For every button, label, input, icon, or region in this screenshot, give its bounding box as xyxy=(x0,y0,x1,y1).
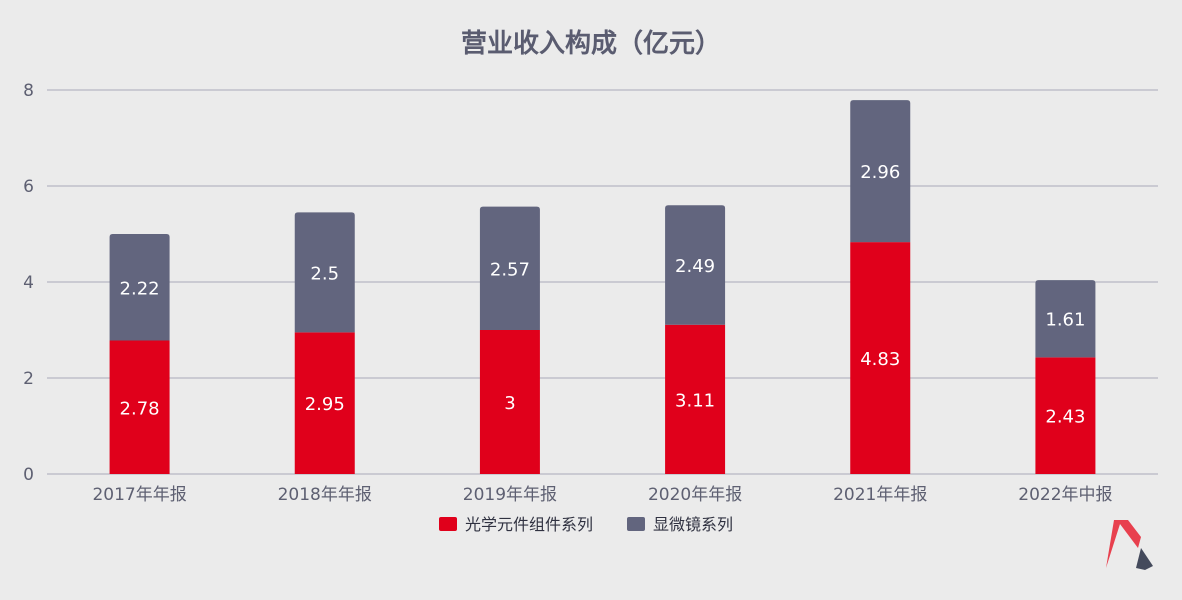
x-axis-ticks: 2017年年报 2018年年报 2019年年报 2020年年报 2021年年报 2022年… xyxy=(92,485,1112,505)
x-tick-label: 2019年年报 xyxy=(463,485,557,505)
data-label: 3 xyxy=(504,393,515,414)
y-tick-label: 4 xyxy=(23,273,34,293)
x-tick-label: 2017年年报 xyxy=(92,485,186,505)
data-label: 2.49 xyxy=(675,256,715,277)
data-label: 2.57 xyxy=(490,259,530,280)
legend-swatch xyxy=(627,517,645,531)
bar-segment xyxy=(665,205,726,325)
bar-segment xyxy=(479,206,540,330)
bar-segment xyxy=(1035,280,1096,358)
legend: 光学元件组件系列 显微镜系列 xyxy=(439,515,733,534)
data-label: 4.83 xyxy=(860,349,900,370)
data-label: 2.95 xyxy=(305,394,345,415)
data-labels: 2.78 2.22 2.95 2.5 3 2.57 3.11 2.49 4.83 2.96 2.43… xyxy=(120,162,1086,428)
data-label: 2.96 xyxy=(860,162,900,183)
y-tick-label: 6 xyxy=(23,177,34,197)
bars xyxy=(109,100,1096,474)
bar-segment xyxy=(1035,357,1096,474)
data-label: 2.43 xyxy=(1045,407,1085,428)
x-tick-label: 2021年年报 xyxy=(833,485,927,505)
y-tick-label: 2 xyxy=(23,369,34,389)
y-tick-label: 8 xyxy=(23,81,34,101)
x-tick-label: 2020年年报 xyxy=(648,485,742,505)
y-axis-ticks: 0 2 4 6 8 xyxy=(23,81,34,485)
bar-segment xyxy=(665,324,726,474)
bar-segment xyxy=(294,212,355,333)
legend-swatch xyxy=(439,517,457,531)
chart-title: 营业收入构成（亿元） xyxy=(461,29,721,59)
bar-segment xyxy=(109,234,170,341)
bar-segment xyxy=(850,242,911,474)
bar-segment xyxy=(850,100,911,243)
legend-label: 显微镜系列 xyxy=(653,515,733,534)
legend-label: 光学元件组件系列 xyxy=(465,515,593,534)
y-tick-label: 0 xyxy=(23,465,34,485)
bar-segment xyxy=(109,340,170,474)
data-label: 2.22 xyxy=(120,278,160,299)
data-label: 1.61 xyxy=(1045,310,1085,331)
bar-segment xyxy=(294,332,355,474)
bar-segment xyxy=(479,330,540,474)
x-tick-label: 2022年中报 xyxy=(1018,485,1112,505)
grid-lines xyxy=(47,89,1158,475)
data-label: 3.11 xyxy=(675,390,715,411)
data-label: 2.5 xyxy=(310,263,339,284)
x-tick-label: 2018年年报 xyxy=(278,485,372,505)
brand-m-logo-icon xyxy=(1106,520,1153,570)
data-label: 2.78 xyxy=(120,398,160,419)
